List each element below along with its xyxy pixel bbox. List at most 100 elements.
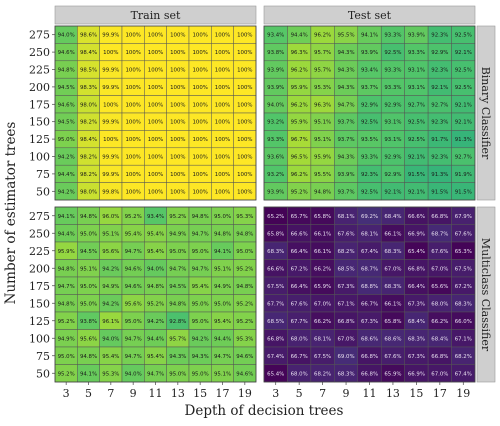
cell-value-label: 92.3% [431, 155, 448, 161]
axis-ticks: 3 5 7 9 11 13 15 17 19 3 5 7 9 11 13 15 17 19 275 250 225 200… [29, 29, 470, 400]
cell-value-label: 92.1% [384, 189, 401, 195]
y-tick-label: 200 [29, 81, 50, 94]
cell-value-label: 94.2% [58, 189, 75, 195]
cell-value-label: 100% [148, 102, 163, 108]
cell-value-label: 94.8% [80, 214, 97, 220]
cell-value-label: 95.0% [236, 249, 253, 255]
x-tick-label: 11 [363, 387, 377, 400]
cell-value-label: 94.8% [80, 354, 97, 360]
cell-value-label: 93.4% [361, 68, 378, 74]
x-tick-label: 9 [130, 387, 137, 400]
cell-value-label: 94.6% [58, 50, 75, 56]
cell-value-label: 68.7% [431, 231, 448, 237]
x-tick-label: 11 [149, 387, 163, 400]
cell-value-label: 68.1% [314, 336, 331, 342]
cell-value-label: 95.2% [236, 301, 253, 307]
cell-value-label: 99.9% [102, 68, 119, 74]
cell-value-label: 95.0% [169, 371, 186, 377]
cell-value-label: 66.9% [408, 371, 425, 377]
cell-value-label: 96.3% [314, 102, 331, 108]
cell-value-label: 93.2% [267, 120, 284, 126]
cell-value-label: 100% [148, 85, 163, 91]
cell-value-label: 94.4% [214, 336, 231, 342]
cell-value-label: 66.7% [291, 354, 308, 360]
cell-value-label: 94.1% [361, 33, 378, 39]
cell-value-label: 93.7% [337, 120, 354, 126]
cell-value-label: 93.4% [267, 33, 284, 39]
cell-value-label: 100% [215, 172, 230, 178]
cell-value-label: 66.8% [267, 336, 284, 342]
cell-value-label: 96.2% [291, 172, 308, 178]
cell-value-label: 95.9% [58, 249, 75, 255]
cell-value-label: 95.1% [314, 120, 331, 126]
cell-value-label: 94.9% [214, 284, 231, 290]
cell-value-label: 68.5% [337, 266, 354, 272]
cell-value-label: 98.0% [80, 102, 97, 108]
facet-strips: Train set Test set Binary Classifier Multic… [54, 5, 496, 383]
cell-value-label: 96.1% [102, 319, 119, 325]
cell-value-label: 96.2% [291, 102, 308, 108]
cell-value-label: 100% [237, 50, 252, 56]
cell-value-label: 100% [192, 85, 207, 91]
cell-value-label: 94.6% [236, 354, 253, 360]
cell-value-label: 100% [237, 189, 252, 195]
cell-value-label: 100% [215, 137, 230, 143]
cell-value-label: 67.0% [431, 266, 448, 272]
cell-value-label: 93.9% [361, 50, 378, 56]
cell-value-label: 68.0% [291, 371, 308, 377]
cell-value-label: 92.3% [431, 33, 448, 39]
cell-value-label: 67.1% [455, 336, 472, 342]
cell-value-label: 95.2% [291, 189, 308, 195]
row-strip [476, 206, 496, 383]
cell-value-label: 65.2% [267, 214, 284, 220]
cell-value-label: 95.0% [214, 301, 231, 307]
cell-value-label: 65.8% [384, 319, 401, 325]
cell-value-label: 100% [192, 33, 207, 39]
cell-value-label: 67.3% [408, 301, 425, 307]
cell-value-label: 100% [170, 85, 185, 91]
y-tick-label: 225 [29, 245, 50, 258]
cell-value-label: 68.5% [267, 319, 284, 325]
x-tick-label: 17 [433, 387, 447, 400]
y-tick-label: 200 [29, 262, 50, 275]
cell-value-label: 67.6% [291, 301, 308, 307]
cell-value-label: 98.2% [80, 120, 97, 126]
cell-value-label: 100% [237, 120, 252, 126]
cell-value-label: 100% [148, 137, 163, 143]
cell-value-label: 94.3% [337, 50, 354, 56]
cell-value-label: 67.4% [455, 371, 472, 377]
x-tick-label: 5 [296, 387, 303, 400]
x-tick-label: 19 [238, 387, 252, 400]
cell-value-label: 68.3% [455, 301, 472, 307]
cell-value-label: 93.3% [384, 68, 401, 74]
cell-value-label: 66.2% [314, 266, 331, 272]
cell-value-label: 100% [237, 85, 252, 91]
cell-value-label: 95.4% [147, 354, 164, 360]
cell-value-label: 94.7% [337, 102, 354, 108]
cell-value-label: 93.3% [408, 50, 425, 56]
cell-value-label: 93.9% [267, 68, 284, 74]
cell-value-label: 93.5% [361, 137, 378, 143]
cell-value-label: 66.8% [431, 354, 448, 360]
cell-value-label: 95.3% [236, 214, 253, 220]
cell-value-label: 66.4% [408, 284, 425, 290]
cell-value-label: 100% [103, 50, 118, 56]
cell-value-label: 100% [192, 172, 207, 178]
cell-value-label: 91.3% [431, 172, 448, 178]
cell-value-label: 96.3% [291, 50, 308, 56]
cell-value-label: 94.7% [125, 336, 142, 342]
cell-value-label: 93.9% [337, 172, 354, 178]
cell-value-label: 95.0% [58, 354, 75, 360]
cell-value-label: 99.9% [102, 155, 119, 161]
cell-value-label: 100% [103, 137, 118, 143]
cell-value-label: 100% [237, 172, 252, 178]
cell-value-label: 67.0% [314, 301, 331, 307]
cell-value-label: 95.3% [236, 336, 253, 342]
cell-value-label: 66.7% [361, 301, 378, 307]
cell-value-label: 95.0% [80, 284, 97, 290]
cell-value-label: 94.8% [192, 214, 209, 220]
cell-value-label: 94.3% [337, 68, 354, 74]
cell-value-label: 95.1% [80, 266, 97, 272]
x-tick-label: 13 [386, 387, 400, 400]
